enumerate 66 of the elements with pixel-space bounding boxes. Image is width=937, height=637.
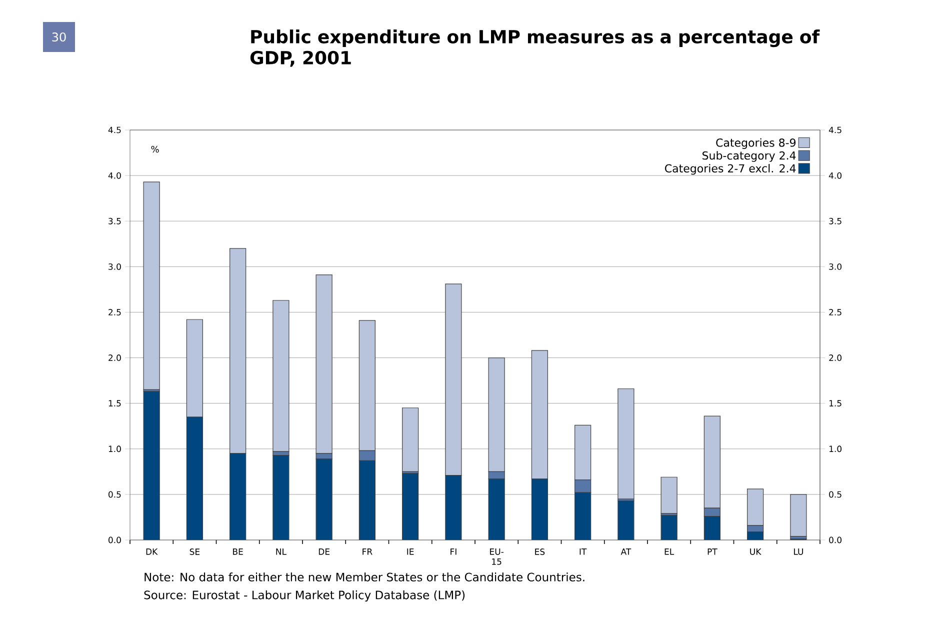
- x-tick-label: PT: [708, 548, 718, 555]
- y2-tick-label: 1.5: [108, 400, 121, 406]
- bar: [488, 478, 505, 540]
- x-tick-label: EU-15: [490, 548, 504, 565]
- x-tick-label: IE: [407, 548, 414, 555]
- chart-title: Public expenditure on LMP measures as a percentage of GDP, 2001: [250, 30, 820, 67]
- bar: [402, 473, 419, 540]
- x-tick-label: AT: [620, 548, 632, 555]
- x-tick-label: FR: [362, 548, 372, 555]
- y-tick-label: 0.5: [829, 491, 842, 498]
- y2-tick-label: 0.5: [108, 491, 121, 498]
- x-tick-label: FI: [450, 548, 456, 555]
- y-tick-label: 1.0: [829, 446, 842, 452]
- annotation: %: [151, 146, 159, 153]
- x-tick-label: DE: [318, 548, 330, 555]
- legend-label: Sub-category 2.4: [702, 151, 796, 162]
- source-note: Source: Eurostat - Labour Market Policy Database (LMP): [144, 590, 465, 602]
- y-tick-label: 4.0: [828, 172, 842, 179]
- y2-tick-label: 4.0: [108, 172, 121, 179]
- y-tick-label: 2.0: [829, 354, 842, 361]
- y2-tick-label: 2.0: [108, 354, 121, 361]
- legend-label: Categories 2-7 excl. 2.4: [665, 164, 796, 175]
- y2-tick-label: 4.5: [108, 126, 121, 134]
- bar: [230, 453, 246, 540]
- x-tick-label: EL: [664, 548, 674, 555]
- bar: [272, 454, 290, 540]
- bar: [574, 424, 592, 480]
- bar: [445, 475, 462, 540]
- bar: [747, 525, 764, 532]
- bar: [402, 408, 419, 472]
- x-tick-label: DK: [146, 548, 158, 555]
- bar: [704, 416, 720, 508]
- bar: [660, 476, 678, 514]
- x-tick-label: IT: [580, 548, 587, 555]
- y-tick-label: 2.5: [829, 309, 842, 316]
- y2-tick-label: 2.5: [108, 309, 121, 316]
- bar: [531, 478, 548, 540]
- y-tick-label: 1.5: [829, 400, 842, 406]
- bar: [574, 480, 592, 493]
- x-tick-label: SE: [190, 548, 200, 555]
- bar: [186, 416, 203, 540]
- y2-tick-label: 3.5: [108, 218, 121, 224]
- y2-tick-label: 1.0: [108, 446, 121, 452]
- y-tick-label: 4.5: [828, 126, 842, 134]
- bar: [574, 492, 592, 540]
- bar: [704, 516, 720, 540]
- text: Note: No data for either the new Member States or the Candidate Countries.: [144, 572, 584, 582]
- x-tick-label: NL: [276, 548, 286, 555]
- y2-tick-label: 0.0: [108, 536, 121, 544]
- legend-label: Categories 8-9: [716, 138, 796, 149]
- x-tick-label: BE: [233, 548, 243, 555]
- bar: [660, 515, 678, 540]
- bar: [618, 500, 634, 540]
- bar: [747, 488, 764, 526]
- y2-tick-label: 3.0: [108, 263, 121, 270]
- bar: [316, 458, 332, 540]
- x-tick-label: LU: [794, 548, 803, 555]
- y-tick-label: 3.0: [829, 263, 842, 270]
- bar: [358, 450, 376, 462]
- bar: [358, 460, 376, 540]
- x-tick-label: ES: [535, 548, 545, 555]
- y-tick-label: 3.5: [829, 218, 842, 224]
- text: 30: [52, 32, 66, 42]
- y-tick-label: 0.0: [829, 536, 842, 544]
- x-tick-label: UK: [750, 548, 762, 555]
- bar: [143, 391, 160, 540]
